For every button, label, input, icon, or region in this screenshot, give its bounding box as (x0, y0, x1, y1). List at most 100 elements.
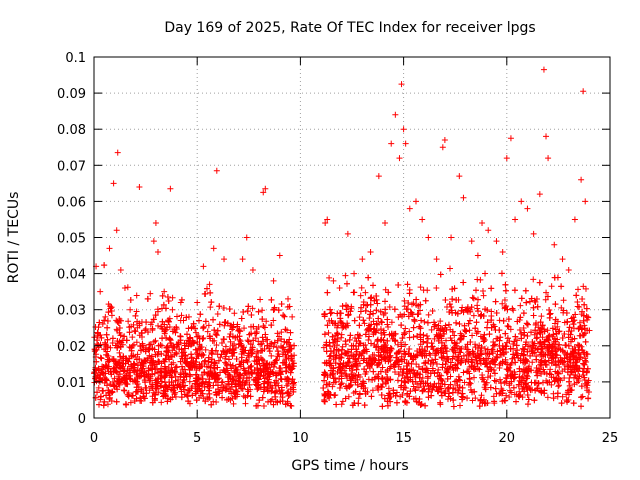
data-point (421, 318, 428, 325)
data-point (539, 334, 546, 341)
data-point (496, 376, 503, 383)
data-point (571, 335, 578, 342)
data-point (533, 296, 540, 303)
data-point (409, 378, 416, 385)
data-point (510, 340, 517, 347)
data-point (94, 389, 101, 396)
data-point (267, 368, 274, 375)
data-point (381, 331, 388, 338)
data-point-peak (512, 216, 519, 223)
data-point (427, 361, 434, 368)
data-point (176, 346, 183, 353)
data-point (342, 272, 349, 279)
data-point (555, 370, 562, 377)
data-point (101, 346, 108, 353)
data-point (180, 374, 187, 381)
data-point (490, 358, 497, 365)
data-point (525, 396, 532, 403)
data-point (455, 387, 462, 394)
data-point (424, 319, 431, 326)
data-point (162, 368, 169, 375)
data-point (406, 346, 413, 353)
data-point-peak (262, 185, 269, 192)
data-point (179, 379, 186, 386)
data-point (560, 307, 567, 314)
data-point (166, 378, 173, 385)
data-point (202, 398, 209, 405)
data-point (232, 344, 239, 351)
data-point (547, 366, 554, 373)
data-point (468, 363, 475, 370)
data-point (382, 380, 389, 387)
data-point (517, 302, 524, 309)
data-point (257, 355, 264, 362)
data-point (352, 358, 359, 365)
data-point (348, 371, 355, 378)
data-point (401, 378, 408, 385)
data-point (428, 326, 435, 333)
data-point (242, 400, 249, 407)
data-point (453, 319, 460, 326)
data-point (353, 338, 360, 345)
data-point (503, 343, 510, 350)
data-point (356, 340, 363, 347)
data-point (246, 381, 253, 388)
data-point (570, 374, 577, 381)
data-point (354, 381, 361, 388)
data-point (557, 377, 564, 384)
data-point (511, 391, 518, 398)
data-point (570, 356, 577, 363)
data-point (538, 370, 545, 377)
data-point (558, 283, 565, 290)
data-point (443, 337, 450, 344)
data-point (173, 313, 180, 320)
data-point (551, 378, 558, 385)
data-point (107, 368, 114, 375)
data-point (105, 387, 112, 394)
data-point (537, 327, 544, 334)
data-point (178, 388, 185, 395)
data-point (439, 364, 446, 371)
data-point (387, 352, 394, 359)
data-point (182, 359, 189, 366)
data-point (338, 401, 345, 408)
data-point (533, 356, 540, 363)
data-point-peak (474, 252, 481, 259)
data-point (561, 375, 568, 382)
data-point (171, 391, 178, 398)
data-point (132, 328, 139, 335)
data-point (438, 376, 445, 383)
data-point (338, 331, 345, 338)
data-point (100, 402, 107, 409)
data-point (502, 281, 509, 288)
data-point (270, 363, 277, 370)
data-point (478, 392, 485, 399)
data-point-peak (479, 220, 486, 227)
data-point (574, 341, 581, 348)
data-point (336, 385, 343, 392)
data-point (255, 323, 262, 330)
data-point (218, 379, 225, 386)
data-point (340, 360, 347, 367)
data-point (144, 372, 151, 379)
data-point (482, 381, 489, 388)
data-point (371, 357, 378, 364)
data-point (178, 296, 185, 303)
data-point (417, 401, 424, 408)
data-point (181, 340, 188, 347)
data-point-peak (110, 180, 117, 187)
data-point (247, 363, 254, 370)
data-point (275, 351, 282, 358)
data-point (232, 367, 239, 374)
data-point (337, 381, 344, 388)
data-point (278, 300, 285, 307)
data-point (346, 336, 353, 343)
data-point (422, 402, 429, 409)
data-point (581, 361, 588, 368)
data-point (182, 352, 189, 359)
data-point (195, 375, 202, 382)
data-point (582, 330, 589, 337)
data-point (554, 369, 561, 376)
data-point (572, 347, 579, 354)
data-point (582, 285, 589, 292)
